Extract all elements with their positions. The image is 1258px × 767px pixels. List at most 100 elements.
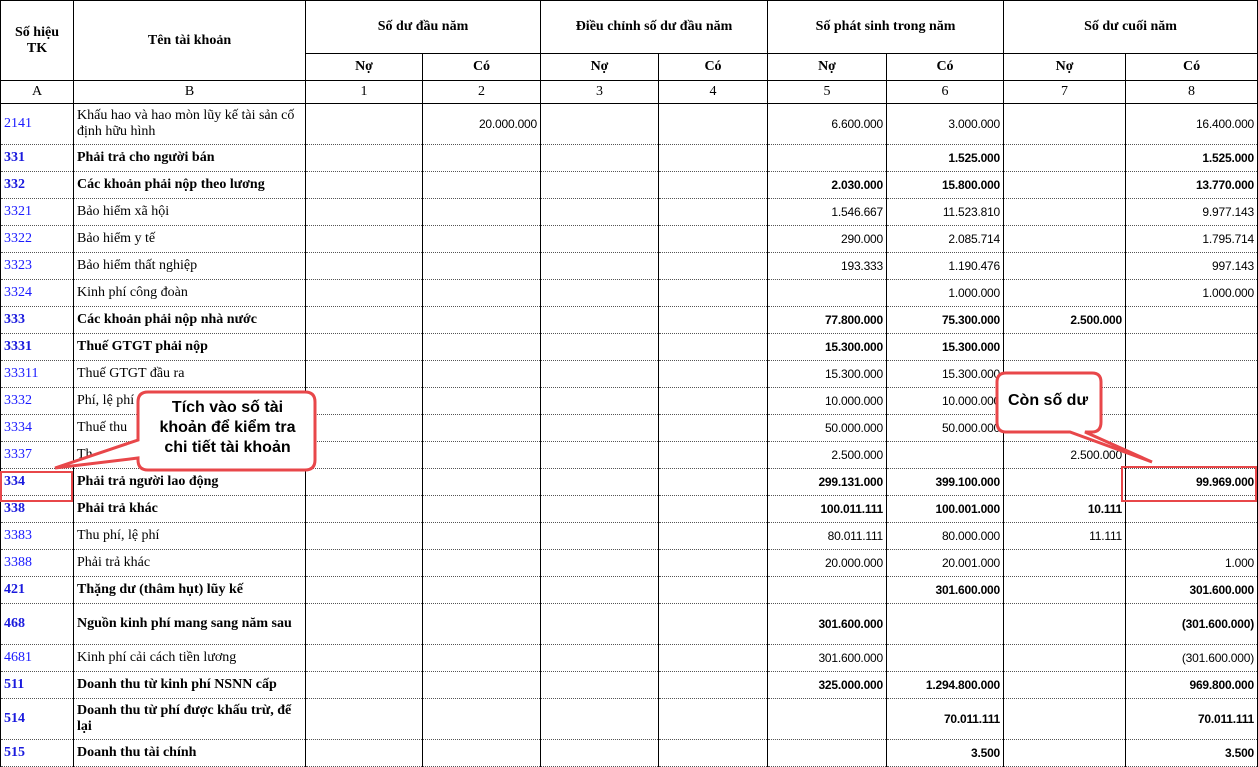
account-code-link[interactable]: 3322 [0,225,74,253]
amount-cell: 15.800.000 [885,171,1005,199]
amount-cell: 16.400.000 [1125,103,1258,145]
amount-cell [422,698,541,740]
amount-cell [1003,644,1127,672]
callout-account-text: Tích vào số tài khoản để kiểm tra chi ti… [159,399,296,456]
amount-cell [767,698,887,740]
amount-cell [305,644,423,672]
amount-cell [305,522,423,550]
amount-cell: 2.500.000 [767,441,887,469]
amount-cell [422,252,541,280]
account-name: Khấu hao và hao mòn lũy kế tài sản cố đị… [73,103,306,145]
highlight-closing-balance [1121,466,1257,502]
account-name: Thuế GTGT đầu ra [73,360,306,388]
amount-cell [658,441,768,469]
col-index: 5 [767,80,887,104]
amount-cell: 399.100.000 [885,468,1005,496]
account-name: Thu phí, lệ phí [73,522,306,550]
amount-cell: 301.600.000 [767,644,887,672]
account-name: Bảo hiểm xã hội [73,198,306,226]
amount-cell: 969.800.000 [1125,671,1258,699]
amount-cell: 20.001.000 [885,549,1005,577]
amount-cell: 15.300.000 [885,360,1005,388]
amount-cell [540,698,659,740]
amount-cell [1125,522,1258,550]
account-code-link[interactable]: 511 [0,671,74,699]
amount-cell [305,671,423,699]
amount-cell [658,549,768,577]
account-code-link[interactable]: 3331 [0,333,74,361]
amount-cell [658,387,768,415]
account-code-link[interactable]: 468 [0,603,74,645]
col-header-debit: Nợ [767,53,887,81]
amount-cell: 80.000.000 [885,522,1005,550]
amount-cell [658,171,768,199]
amount-cell [885,603,1005,645]
account-code-link[interactable]: 3324 [0,279,74,307]
col-header-credit: Có [658,53,768,81]
amount-cell [305,468,423,496]
table-row: 333 Các khoản phải nộp nhà nước 77.800.000… [0,306,1258,334]
col-index: B [73,80,306,104]
amount-cell [305,495,423,523]
account-code-link[interactable]: 33311 [0,360,74,388]
amount-cell [658,603,768,645]
amount-cell [422,495,541,523]
amount-cell: 301.600.000 [767,603,887,645]
account-code-link[interactable]: 3321 [0,198,74,226]
amount-cell: 10.000.000 [885,387,1005,415]
account-name: Phải trả cho người bán [73,144,306,172]
table-row: 334 Phải trả người lao động 299.131.000 399… [0,468,1258,496]
table-row: 3321 Bảo hiểm xã hội 1.546.667 11.523.810 9.… [0,198,1258,226]
amount-cell: 2.085.714 [885,225,1005,253]
amount-cell: 100.001.000 [885,495,1005,523]
col-header-debit: Nợ [305,53,423,81]
amount-cell [1003,103,1127,145]
amount-cell [658,576,768,604]
amount-cell [305,279,423,307]
account-code-link[interactable]: 333 [0,306,74,334]
group-header-adjustment: Điều chỉnh số dư đầu năm [540,0,768,54]
amount-cell: 15.300.000 [767,360,887,388]
amount-cell [305,576,423,604]
amount-cell: 99.969.000 [1125,468,1258,496]
account-code-link[interactable]: 332 [0,171,74,199]
account-name: Doanh thu từ phí được khấu trừ, để lại [73,698,306,740]
amount-cell [1003,171,1127,199]
amount-cell [658,144,768,172]
amount-cell: 11.111 [1003,522,1127,550]
col-index: 8 [1125,80,1258,104]
col-index: 6 [885,80,1005,104]
amount-cell [540,739,659,767]
amount-cell [422,671,541,699]
account-code-link[interactable]: 3332 [0,387,74,415]
amount-cell [658,414,768,442]
amount-cell [1125,414,1258,442]
amount-cell [1003,671,1127,699]
amount-cell [1125,387,1258,415]
amount-cell [1003,698,1127,740]
amount-cell [422,198,541,226]
amount-cell [305,252,423,280]
account-name: Bảo hiểm y tế [73,225,306,253]
col-index: 3 [540,80,659,104]
account-code-link[interactable]: 3383 [0,522,74,550]
amount-cell: 301.600.000 [885,576,1005,604]
table-row: 3323 Bảo hiểm thất nghiệp 193.333 1.190.476… [0,252,1258,280]
amount-cell [658,198,768,226]
amount-cell [658,360,768,388]
amount-cell: 2.030.000 [767,171,887,199]
account-code-link[interactable]: 3334 [0,414,74,442]
account-code-link[interactable]: 331 [0,144,74,172]
amount-cell [422,333,541,361]
table-row: 2141 Khấu hao và hao mòn lũy kế tài sản c… [0,103,1258,145]
amount-cell: 301.600.000 [1125,576,1258,604]
amount-cell [658,252,768,280]
amount-cell [1003,468,1127,496]
account-name: Doanh thu từ kinh phí NSNN cấp [73,671,306,699]
account-code-link[interactable]: 514 [0,698,74,740]
account-code-link[interactable]: 4681 [0,644,74,672]
amount-cell [540,576,659,604]
col-index: 1 [305,80,423,104]
amount-cell: 50.000.000 [885,414,1005,442]
